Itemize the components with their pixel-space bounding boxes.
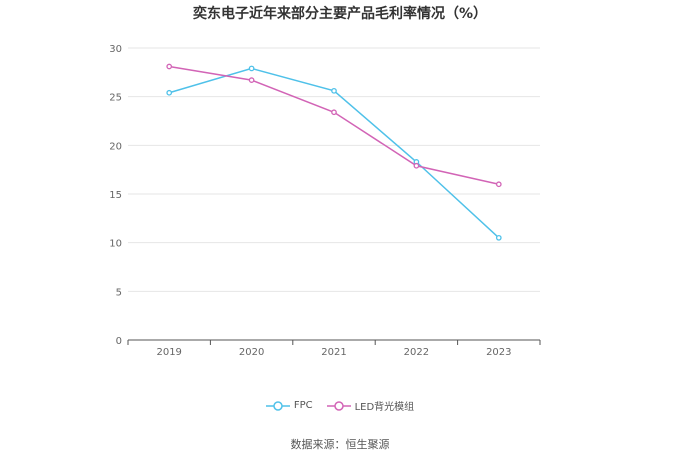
legend-item-0[interactable]: FPC [265,400,313,412]
x-tick-label: 2019 [156,347,181,358]
legend-label: FPC [293,400,313,411]
data-point [248,65,255,72]
x-tick-label: 2020 [239,347,264,358]
x-tick-label: 2021 [321,347,346,358]
y-tick-label: 25 [109,93,122,104]
data-point [413,162,420,169]
legend-item-1[interactable]: LED背光模组 [326,398,415,413]
y-tick-label: 10 [109,239,122,250]
chart-title: 奕东电子近年来部分主要产品毛利率情况（%） [192,6,488,22]
legend-label: LED背光模组 [354,402,415,413]
legend-line-marker-icon [326,400,351,411]
axes: 0 5 10 15 20 25 30 2019 2020 2021 2022 2023 [109,44,541,358]
data-point [331,109,337,116]
y-tick-label: 5 [116,287,122,298]
data-point [495,234,502,241]
gridlines [128,47,540,292]
data-point [248,77,255,83]
data-point [166,63,173,70]
y-tick-label: 15 [109,190,122,201]
series-line-0 [168,67,500,239]
y-tick-label: 20 [109,141,122,152]
x-tick-label: 2022 [404,347,429,358]
y-tick-label: 30 [109,44,122,55]
data-point [495,181,502,188]
data-point [331,87,337,94]
series-line-1 [169,65,499,185]
data-point [166,89,173,96]
series-lines [166,63,502,241]
legend-line-marker-icon [265,400,290,411]
legend: FPC LED背光模组 [0,398,680,413]
y-tick-label: 0 [116,336,122,347]
source-note: 数据来源：恒生聚源 [290,438,390,451]
x-tick-label: 2023 [486,347,511,358]
